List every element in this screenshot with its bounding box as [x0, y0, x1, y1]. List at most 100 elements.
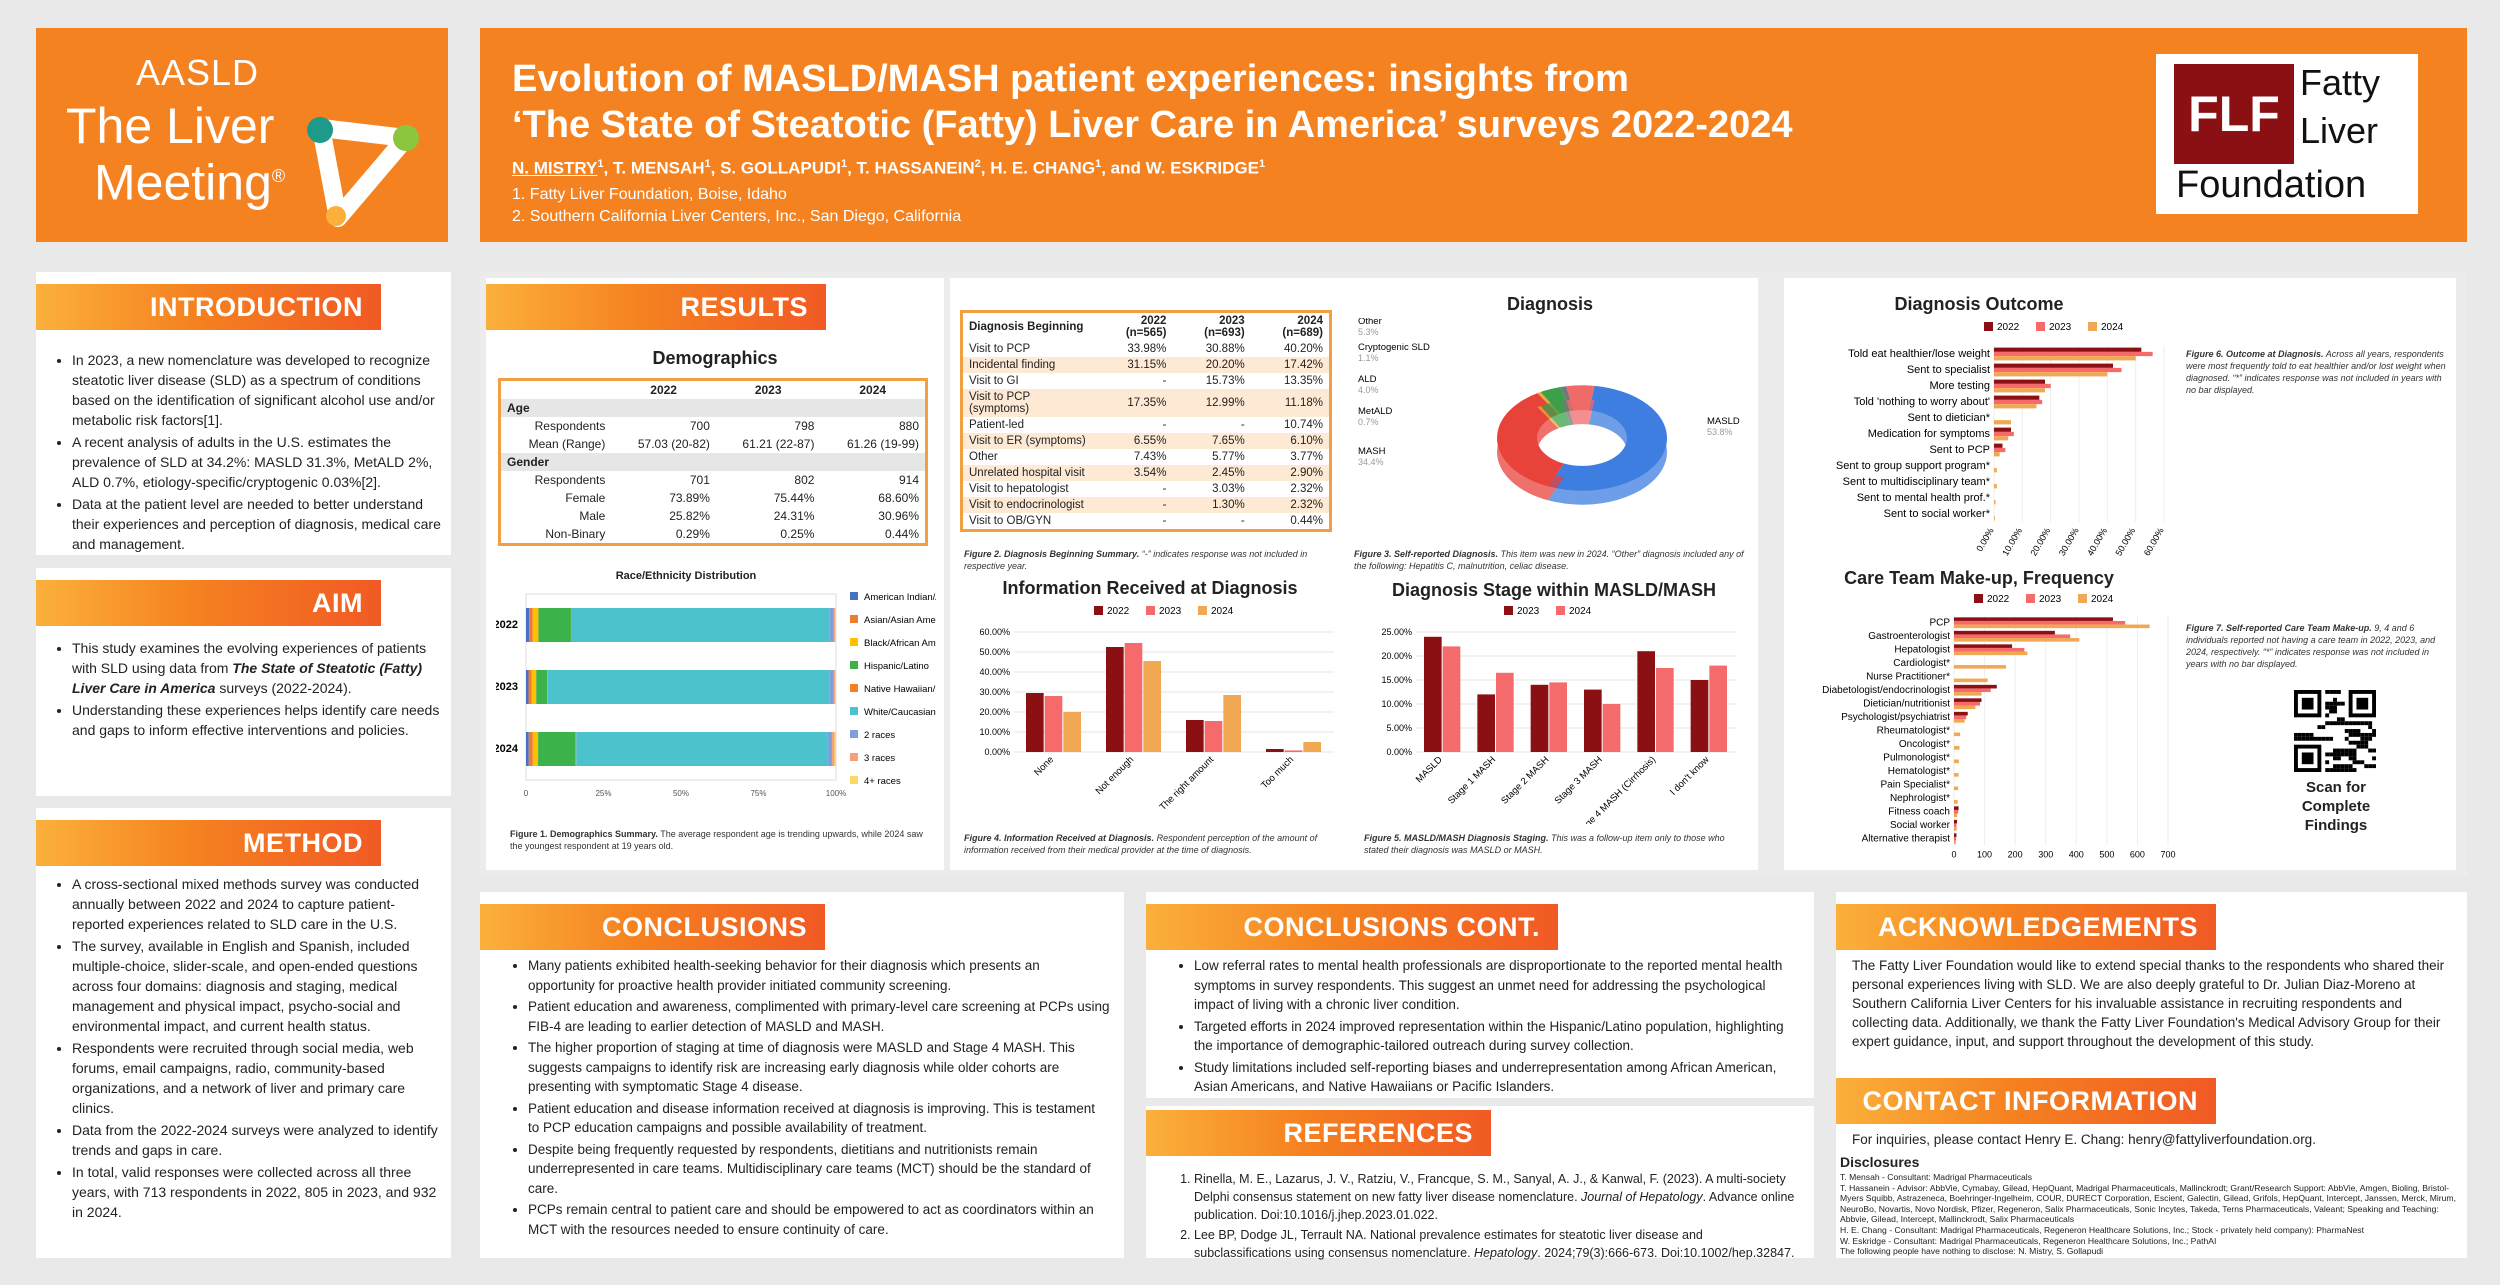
- bar-segment: [538, 732, 576, 766]
- qr-module: [2301, 732, 2306, 737]
- figure-3-title: Self-reported Diagnosis.: [1391, 549, 1499, 559]
- list-item: In 2023, a new nomenclature was develope…: [72, 350, 443, 430]
- care-team-chart-title: Care Team Make-up, Frequency: [1844, 568, 2114, 588]
- care-team-chart: 0 100 200 300 400 500 600 700 PCP Gastroenterolog…: [1822, 594, 2176, 860]
- qr-module: [2364, 732, 2369, 737]
- flf-logo-word-fatty: Fatty: [2300, 62, 2381, 103]
- tick-label: 60.00%: [2142, 526, 2166, 557]
- qr-module: [2372, 764, 2376, 769]
- conclusions-list: Many patients exhibited health-seeking b…: [504, 956, 1110, 1239]
- legend-label: 2024: [2101, 322, 2124, 333]
- bar-segment: [547, 670, 830, 704]
- qr-module: [2333, 690, 2337, 694]
- qr-module: [2344, 752, 2349, 757]
- bar-segment: [570, 608, 572, 642]
- bar: [1954, 620, 2126, 625]
- tick-label: 20.00%: [2028, 526, 2052, 557]
- qr-module: [2309, 732, 2314, 737]
- qr-module: [2325, 713, 2330, 718]
- table-row: Respondents 701 802 914: [501, 471, 925, 489]
- figure-2-caption: Figure 2. Diagnosis Beginning Summary. “…: [964, 548, 1324, 572]
- bar: [1954, 638, 2080, 642]
- author-name: , and W. ESKRIDGE: [1101, 158, 1259, 178]
- poster-title-line1: Evolution of MASLD/MASH patient experien…: [512, 58, 1629, 100]
- table-cell: Non-Binary: [545, 527, 606, 541]
- diagnosis-pie-title: Diagnosis: [1506, 294, 1594, 314]
- qr-module: [2356, 740, 2361, 745]
- bar: [1954, 688, 1991, 693]
- bar: [1994, 404, 2037, 409]
- bar: [1994, 388, 2045, 393]
- qr-module: [2329, 736, 2334, 741]
- table-cell: 0.44%: [1290, 515, 1323, 527]
- slice-value: 5.3%: [1358, 327, 1379, 337]
- legend-swatch: [2026, 594, 2035, 603]
- slice-value: 53.8%: [1707, 427, 1733, 437]
- bar: [1954, 809, 1959, 814]
- figure-7-text: 9, 4 and 6 individuals reported not havi…: [2186, 623, 2436, 669]
- disclosure-line: The following people have nothing to dis…: [1840, 1246, 2104, 1257]
- bar-segment: [529, 608, 533, 642]
- qr-module: [2297, 732, 2302, 737]
- category-label: Sent to multidisciplinary team*: [1843, 476, 1991, 488]
- table-cell: 61.21 (22-87): [742, 437, 815, 451]
- figure-4-label: Figure 4.: [964, 833, 1002, 843]
- table-cell: 2.90%: [1290, 467, 1323, 479]
- qr-module: [2329, 752, 2334, 757]
- acknowledgements-text: The Fatty Liver Foundation would like to…: [1852, 958, 2445, 1049]
- table-cell: 3.54%: [1133, 467, 1167, 479]
- qr-module: [2329, 701, 2334, 706]
- qr-code-icon[interactable]: [2294, 690, 2376, 772]
- category-label: Sent to dietician*: [1907, 412, 1990, 424]
- table-cell: -: [1162, 515, 1167, 527]
- table-cell: 57.03 (20-82): [637, 437, 710, 451]
- conclusions-cont-heading: CONCLUSIONS CONT.: [1146, 904, 1558, 950]
- header-cell: 2022: [650, 383, 677, 397]
- list-item: Low referral rates to mental health prof…: [1194, 956, 1800, 1015]
- legend-label: Hispanic/Latino: [864, 661, 929, 672]
- reference-journal: Journal of Hepatology: [1581, 1190, 1703, 1204]
- bar-segment: [829, 608, 834, 642]
- qr-module: [2364, 721, 2369, 726]
- author-name: , H. E. CHANG: [980, 158, 1096, 178]
- bar: [1954, 759, 1959, 764]
- table-row: Mean (Range) 57.03 (20-82) 61.21 (22-87) 61…: [501, 435, 925, 453]
- legend-swatch: [850, 776, 858, 784]
- qr-module: [2352, 740, 2357, 745]
- qr-finder: [2301, 697, 2314, 710]
- qr-finder: [2301, 752, 2314, 765]
- qr-module: [2301, 736, 2306, 741]
- qr-module: [2344, 768, 2349, 772]
- references-body: Rinella, M. E., Lazarus, J. V., Ratziu, …: [1166, 1170, 1802, 1264]
- qr-module: [2336, 717, 2341, 722]
- liver-meeting-logo-icon: [307, 117, 419, 227]
- qr-module: [2360, 760, 2365, 765]
- figure-2-text: “-” indicates response was not included …: [964, 549, 1308, 571]
- aim-survey-name: The State of Steatotic (Fatty) Liver Car…: [72, 660, 423, 696]
- qr-finder: [2356, 697, 2369, 710]
- table-cell: 6.55%: [1133, 435, 1167, 447]
- table-cell: 802: [794, 473, 815, 487]
- table-row: Unrelated hospital visit 3.54% 2.45% 2.90%: [963, 465, 1329, 481]
- bar: [1954, 701, 1980, 706]
- qr-module: [2372, 729, 2376, 733]
- contact-panel: CONTACT INFORMATION For inquiries, pleas…: [1836, 1078, 2467, 1258]
- table-cell: 13.35%: [1283, 375, 1323, 387]
- category-label: Oncologist*: [1899, 739, 1950, 750]
- diagnosis-card: Diagnosis Beginning 2022 (n=565) 2023 (n=6…: [950, 278, 1758, 870]
- category-label: Sent to specialist: [1907, 364, 1990, 376]
- legend-label: 2024: [2091, 594, 2114, 605]
- introduction-panel: INTRODUCTION In 2023, a new nomenclature…: [36, 272, 451, 555]
- qr-module: [2321, 725, 2326, 730]
- bar-segment: [576, 732, 828, 766]
- legend-label: American Indian/Alaska Native: [864, 592, 936, 603]
- tick-label: 50.00%: [979, 647, 1010, 657]
- list-item: This study examines the evolving experie…: [72, 638, 443, 698]
- category-label: PCP: [1929, 617, 1950, 628]
- bar: [1186, 720, 1204, 752]
- bar: [1954, 651, 2028, 656]
- aim-list: This study examines the evolving experie…: [48, 638, 443, 740]
- table-cell: Respondents: [534, 419, 606, 433]
- legend-label: 2023: [1159, 606, 1182, 617]
- bar: [1954, 773, 1959, 777]
